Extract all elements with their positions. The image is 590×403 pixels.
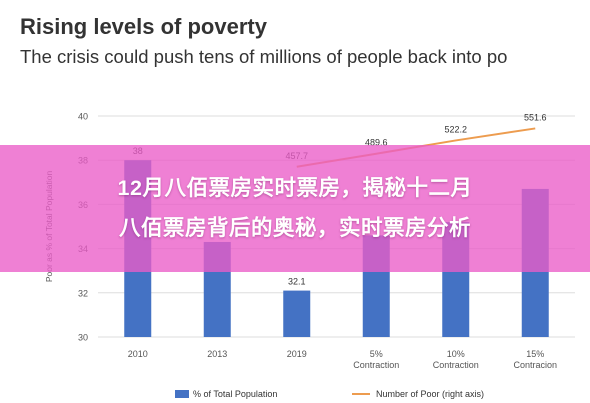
x-tick-label: 2013 [207, 349, 227, 359]
x-tick-label: Contracion [513, 360, 557, 370]
bar [283, 290, 311, 337]
overlay-banner: 12月八佰票房实时票房，揭秘十二月 八佰票房背后的奥秘，实时票房分析 [0, 145, 590, 272]
banner-line-1: 12月八佰票房实时票房，揭秘十二月 [117, 176, 473, 200]
line-data-label: 551.6 [524, 112, 547, 122]
chart-subtitle: The crisis could push tens of millions o… [20, 46, 508, 67]
x-axis-ticks: 2010 2013 2019 5%Contraction10%Contraction1… [128, 349, 557, 370]
line-data-label: 522.2 [444, 124, 467, 134]
legend-label-bars: % of Total Population [193, 389, 277, 399]
y-tick-label: 40 [78, 112, 88, 122]
chart-title: Rising levels of poverty [20, 14, 267, 39]
y-tick-label: 30 [78, 333, 88, 343]
x-tick-label: 5% [370, 349, 383, 359]
x-tick-label: 10% [447, 349, 465, 359]
banner-line-2: 八佰票房背后的奥秘，实时票房分析 [118, 216, 471, 240]
bar-data-label: 32.1 [288, 277, 306, 287]
x-tick-label: Contraction [353, 360, 399, 370]
line-data-label: 489.6 [365, 138, 388, 148]
x-tick-label: Contraction [433, 360, 479, 370]
x-tick-label: 2019 [287, 349, 307, 359]
legend: % of Total Population Number of Poor (rig… [175, 389, 484, 399]
legend-swatch-bars [175, 390, 189, 398]
x-tick-label: 2010 [128, 349, 148, 359]
y-tick-label: 32 [78, 288, 88, 298]
legend-label-line: Number of Poor (right axis) [376, 389, 484, 399]
x-tick-label: 15% [526, 349, 544, 359]
